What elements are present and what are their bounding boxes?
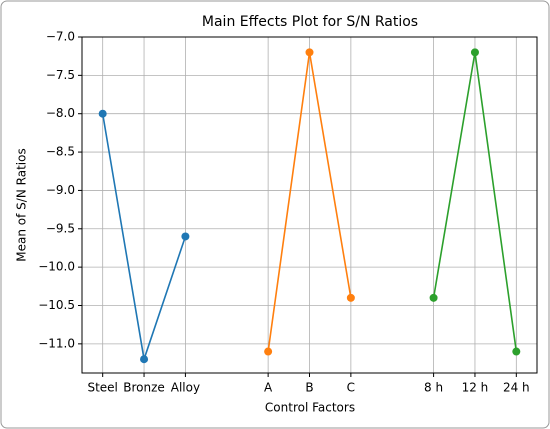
y-tick-label: −10.5 — [38, 298, 75, 312]
point — [346, 293, 355, 302]
chart-title: Main Effects Plot for S/N Ratios — [202, 14, 418, 30]
y-axis-label: Mean of S/N Ratios — [15, 148, 29, 261]
point — [264, 347, 273, 356]
point — [181, 232, 190, 241]
point — [98, 109, 107, 118]
x-tick-label: 12 h — [462, 381, 489, 395]
x-axis-label: Control Factors — [265, 401, 355, 415]
x-tick-label: Bronze — [123, 381, 165, 395]
point — [305, 48, 314, 57]
y-tick-label: −8.5 — [46, 145, 75, 159]
x-tick-label: Steel — [87, 381, 117, 395]
y-tick-label: −7.0 — [46, 30, 75, 44]
point — [512, 347, 521, 356]
y-tick-label: −10.0 — [38, 260, 75, 274]
y-tick-label: −11.0 — [38, 336, 75, 350]
y-tick-label: −9.5 — [46, 221, 75, 235]
x-tick-label: 8 h — [424, 381, 443, 395]
y-tick-label: −9.0 — [46, 183, 75, 197]
x-tick-label: B — [305, 381, 313, 395]
point — [470, 48, 479, 57]
x-tick-label: C — [347, 381, 355, 395]
x-tick-label: 24 h — [503, 381, 530, 395]
x-tick-label: Alloy — [171, 381, 200, 395]
point — [140, 355, 149, 364]
point — [429, 293, 438, 302]
x-tick-label: A — [264, 381, 273, 395]
y-tick-label: −7.5 — [46, 68, 75, 82]
plot-frame — [81, 36, 538, 374]
y-tick-label: −8.0 — [46, 106, 75, 120]
